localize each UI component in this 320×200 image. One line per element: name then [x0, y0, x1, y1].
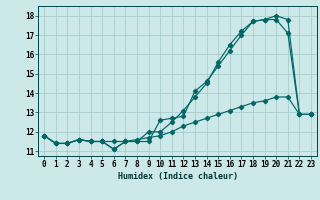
- X-axis label: Humidex (Indice chaleur): Humidex (Indice chaleur): [118, 172, 238, 181]
